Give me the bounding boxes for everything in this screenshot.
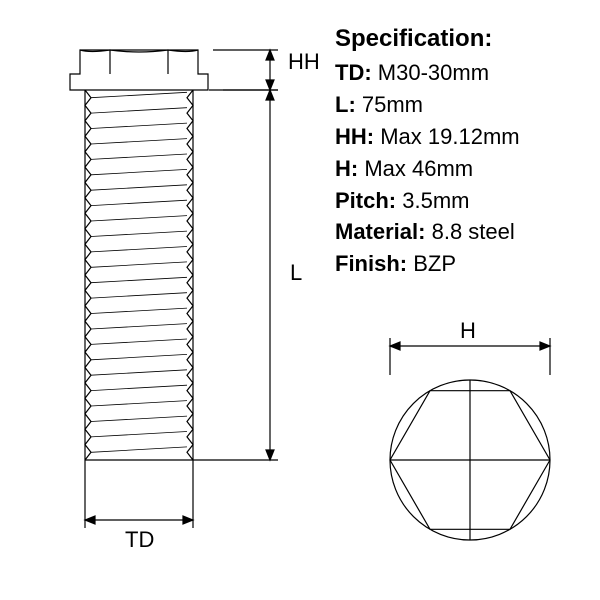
spec-value: 8.8 steel	[425, 219, 514, 244]
specification-block: Specification: TD: M30-30mmL: 75mmHH: Ma…	[335, 25, 595, 280]
hex-top-view	[365, 320, 575, 560]
spec-value: Max 46mm	[358, 156, 473, 181]
dim-label-td: TD	[125, 527, 154, 553]
dim-label-h: H	[460, 318, 476, 344]
spec-value: 3.5mm	[396, 188, 469, 213]
spec-value: Max 19.12mm	[374, 124, 520, 149]
spec-row: H: Max 46mm	[335, 153, 595, 185]
spec-label: HH:	[335, 124, 374, 149]
spec-label: TD:	[335, 60, 372, 85]
bolt-side-view	[30, 30, 330, 570]
spec-row: Finish: BZP	[335, 248, 595, 280]
spec-label: H:	[335, 156, 358, 181]
spec-row: Pitch: 3.5mm	[335, 185, 595, 217]
spec-row: TD: M30-30mm	[335, 57, 595, 89]
spec-label: Finish:	[335, 251, 407, 276]
spec-row: Material: 8.8 steel	[335, 216, 595, 248]
spec-label: L:	[335, 92, 356, 117]
dim-label-hh: HH	[288, 49, 320, 75]
diagram-container: HH L TD Specification: TD: M30-30mmL: 75…	[0, 0, 600, 600]
spec-value: BZP	[407, 251, 456, 276]
spec-value: M30-30mm	[372, 60, 489, 85]
spec-value: 75mm	[356, 92, 423, 117]
dim-label-l: L	[290, 260, 302, 286]
spec-label: Material:	[335, 219, 425, 244]
spec-title: Specification:	[335, 25, 595, 53]
spec-label: Pitch:	[335, 188, 396, 213]
spec-row: L: 75mm	[335, 89, 595, 121]
spec-row: HH: Max 19.12mm	[335, 121, 595, 153]
